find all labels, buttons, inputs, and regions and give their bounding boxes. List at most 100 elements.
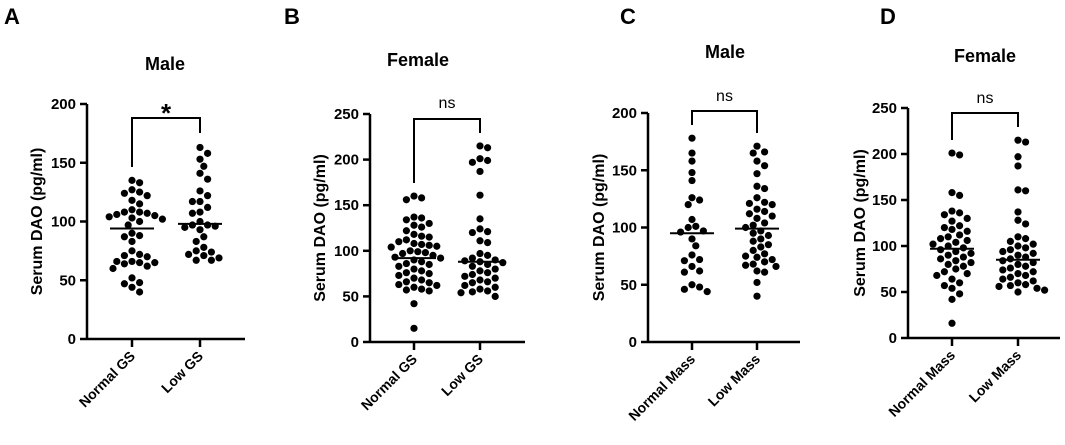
data-point — [764, 241, 773, 249]
data-point — [491, 274, 499, 282]
data-point — [1014, 242, 1022, 250]
data-point — [128, 214, 136, 222]
data-point — [128, 247, 136, 255]
data-point — [1014, 136, 1022, 144]
data-point — [143, 209, 151, 217]
data-point — [136, 217, 144, 226]
data-point — [688, 157, 696, 165]
data-point — [757, 235, 765, 243]
data-point — [128, 274, 136, 282]
data-point — [1006, 273, 1015, 281]
data-point — [952, 257, 960, 265]
data-point — [476, 142, 484, 150]
data-point — [963, 214, 971, 222]
x-tick-label: Low GS — [158, 348, 206, 396]
data-point — [418, 214, 426, 222]
data-point — [128, 237, 136, 246]
data-point — [745, 210, 754, 218]
data-point — [425, 233, 433, 241]
y-tick-label: 0 — [351, 334, 359, 351]
data-point — [1014, 260, 1022, 268]
data-point — [753, 142, 761, 150]
data-point — [484, 156, 492, 165]
data-point — [1014, 153, 1022, 161]
data-point — [204, 149, 212, 157]
data-point — [136, 250, 144, 258]
data-point — [948, 189, 956, 197]
data-point — [192, 256, 200, 264]
data-point — [181, 223, 189, 231]
y-tick-label: 100 — [612, 220, 637, 237]
data-point — [484, 287, 492, 295]
data-point — [753, 214, 761, 222]
data-point — [136, 259, 144, 267]
data-point — [143, 262, 151, 270]
data-point — [188, 221, 196, 229]
data-point — [959, 253, 968, 261]
data-point — [761, 207, 769, 216]
data-point — [948, 225, 956, 234]
data-point — [768, 255, 776, 264]
data-point — [1014, 279, 1022, 287]
data-point — [1022, 187, 1030, 195]
data-point — [196, 197, 204, 206]
data-point — [410, 324, 418, 332]
data-point — [418, 276, 426, 284]
data-point — [120, 251, 128, 260]
y-tick-label: 200 — [612, 105, 637, 122]
y-tick-label: 200 — [334, 152, 359, 169]
chart-title: Female — [954, 46, 1016, 66]
data-point — [1014, 216, 1022, 224]
y-tick-label: 150 — [612, 162, 637, 179]
y-tick-label: 50 — [880, 284, 897, 301]
x-tick-label: Normal Mass — [885, 347, 958, 420]
data-point — [120, 208, 128, 216]
data-point — [1014, 233, 1022, 241]
significance-label: * — [161, 98, 172, 128]
data-point — [948, 319, 956, 327]
x-tick-label: Normal GS — [76, 348, 138, 410]
data-point — [768, 201, 776, 209]
data-point — [1022, 220, 1030, 228]
data-point — [387, 243, 395, 251]
data-point — [491, 265, 499, 273]
data-point — [948, 207, 956, 215]
data-point — [192, 237, 200, 246]
data-point — [425, 287, 433, 295]
data-point — [749, 221, 757, 229]
data-point — [484, 278, 492, 286]
data-point — [1022, 138, 1030, 146]
data-point — [425, 270, 433, 278]
data-point — [476, 215, 484, 223]
y-tick-label: 0 — [68, 331, 76, 348]
data-point — [944, 251, 952, 259]
data-point — [761, 198, 769, 206]
data-point — [402, 236, 410, 244]
data-point — [1014, 270, 1022, 278]
data-point — [742, 223, 750, 232]
data-point — [749, 260, 757, 268]
data-point — [753, 292, 761, 300]
data-point — [425, 219, 433, 228]
data-point — [944, 260, 952, 268]
data-point — [753, 182, 761, 190]
data-point — [200, 233, 208, 241]
data-point — [192, 247, 200, 255]
data-point — [1006, 264, 1015, 272]
data-point — [753, 170, 761, 178]
data-point — [402, 227, 410, 235]
data-point — [948, 149, 956, 157]
data-point — [999, 247, 1007, 256]
data-point — [742, 261, 750, 269]
data-point — [688, 235, 696, 243]
data-point — [948, 295, 956, 303]
data-point — [113, 257, 121, 266]
y-tick-label: 50 — [620, 277, 637, 294]
data-point — [967, 249, 975, 257]
data-point — [468, 262, 476, 270]
data-point — [764, 231, 773, 240]
data-point — [761, 268, 769, 276]
data-point — [696, 255, 704, 264]
y-tick-label: 150 — [872, 192, 897, 209]
y-axis-label: Serum DAO (pg/ml) — [312, 154, 329, 302]
